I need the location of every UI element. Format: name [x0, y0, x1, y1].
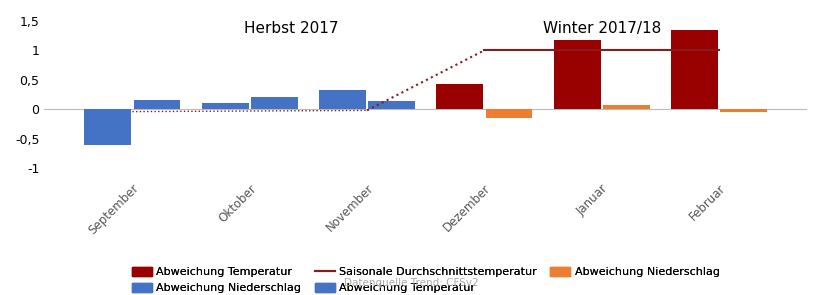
Bar [201, 103, 248, 109]
Bar [368, 101, 415, 109]
Legend: Abweichung Temperatur, Abweichung Niederschlag, Saisonale Durchschnittstemperatu: Abweichung Temperatur, Abweichung Nieder… [132, 267, 719, 293]
Bar [84, 109, 132, 145]
Bar [720, 109, 767, 112]
Bar [319, 90, 366, 109]
Bar [251, 97, 298, 109]
Bar [436, 84, 483, 109]
Bar [553, 40, 601, 109]
Text: Winter 2017/18: Winter 2017/18 [543, 21, 661, 36]
Bar [671, 30, 718, 109]
Text: Datenquelle Trend: CFSv2: Datenquelle Trend: CFSv2 [344, 278, 478, 288]
Bar [486, 109, 533, 118]
Bar [133, 100, 181, 109]
Text: Herbst 2017: Herbst 2017 [244, 21, 339, 36]
Bar [603, 105, 649, 109]
